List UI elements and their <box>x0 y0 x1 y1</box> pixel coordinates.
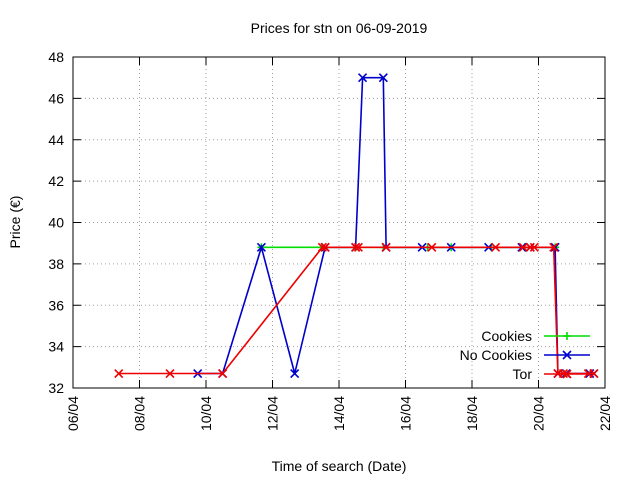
data-point <box>518 242 528 252</box>
data-point <box>357 73 368 83</box>
data-point <box>563 332 571 340</box>
legend-label-tor: Tor <box>513 366 533 382</box>
marker-stroke <box>518 242 528 252</box>
marker-stroke <box>290 368 300 379</box>
marker-stroke <box>256 242 266 252</box>
legend: Cookies No Cookies Tor <box>460 328 590 382</box>
data-point <box>549 242 559 252</box>
marker-stroke <box>549 242 559 252</box>
axes: 32 34 36 38 40 42 44 46 48 06/04 08/04 10/04 12/04 14… <box>48 49 613 431</box>
marker-stroke <box>562 350 572 360</box>
marker-stroke <box>381 242 391 252</box>
data-point <box>381 242 391 252</box>
marker-stroke <box>562 369 572 379</box>
data-point <box>589 368 599 379</box>
marker-stroke <box>357 73 368 83</box>
y-tick-label: 44 <box>48 132 64 148</box>
y-axis-label: Price (€) <box>7 196 23 249</box>
y-tick-label: 36 <box>48 297 64 313</box>
y-tick-label: 48 <box>48 49 64 65</box>
legend-label-cookies: Cookies <box>481 328 532 344</box>
marker-stroke <box>427 242 437 252</box>
legend-label-no-cookies: No Cookies <box>460 347 532 363</box>
x-tick-label: 14/04 <box>331 396 347 431</box>
marker-stroke <box>490 242 501 252</box>
marker-stroke <box>165 368 175 379</box>
data-point <box>218 368 228 379</box>
y-tick-label: 32 <box>48 380 64 396</box>
marker-stroke <box>589 368 599 379</box>
data-point <box>525 242 535 252</box>
x-tick-label: 18/04 <box>464 396 480 431</box>
data-point <box>317 242 327 252</box>
y-tick-label: 42 <box>48 173 64 189</box>
marker-stroke <box>218 368 228 379</box>
data-point <box>378 73 388 83</box>
data-point <box>320 242 330 252</box>
marker-stroke <box>353 242 363 252</box>
data-point <box>490 242 501 252</box>
data-point <box>550 242 560 252</box>
marker-stroke <box>114 368 124 379</box>
marker-stroke <box>550 242 560 252</box>
data-point <box>562 350 572 360</box>
marker-stroke <box>351 242 361 252</box>
data-point <box>529 242 539 252</box>
x-tick-label: 10/04 <box>198 396 214 431</box>
marker-stroke <box>378 73 388 83</box>
plot-border <box>72 56 606 389</box>
chart-title: Prices for stn on 06-09-2019 <box>251 20 428 36</box>
y-tick-label: 46 <box>48 90 64 106</box>
x-tick-label: 06/04 <box>65 396 81 431</box>
marker-stroke <box>525 242 535 252</box>
y-tick-label: 34 <box>48 339 64 355</box>
data-point <box>290 368 300 379</box>
data-point <box>353 242 363 252</box>
marker-stroke <box>317 242 327 252</box>
data-point <box>562 369 572 379</box>
data-point <box>165 368 175 379</box>
marker-stroke <box>529 242 539 252</box>
x-tick-label: 16/04 <box>398 396 414 431</box>
x-axis-label: Time of search (Date) <box>272 458 407 474</box>
data-point <box>114 368 124 379</box>
data-point <box>351 242 361 252</box>
x-tick-label: 08/04 <box>132 396 148 431</box>
marker-stroke <box>320 242 330 252</box>
grid <box>73 57 605 388</box>
y-tick-label: 38 <box>48 256 64 272</box>
data-point <box>256 242 266 252</box>
data-point <box>427 242 437 252</box>
y-tick-label: 40 <box>48 215 64 231</box>
x-tick-label: 12/04 <box>265 396 281 431</box>
x-tick-label: 20/04 <box>531 396 547 431</box>
x-tick-label: 22/04 <box>597 396 613 431</box>
